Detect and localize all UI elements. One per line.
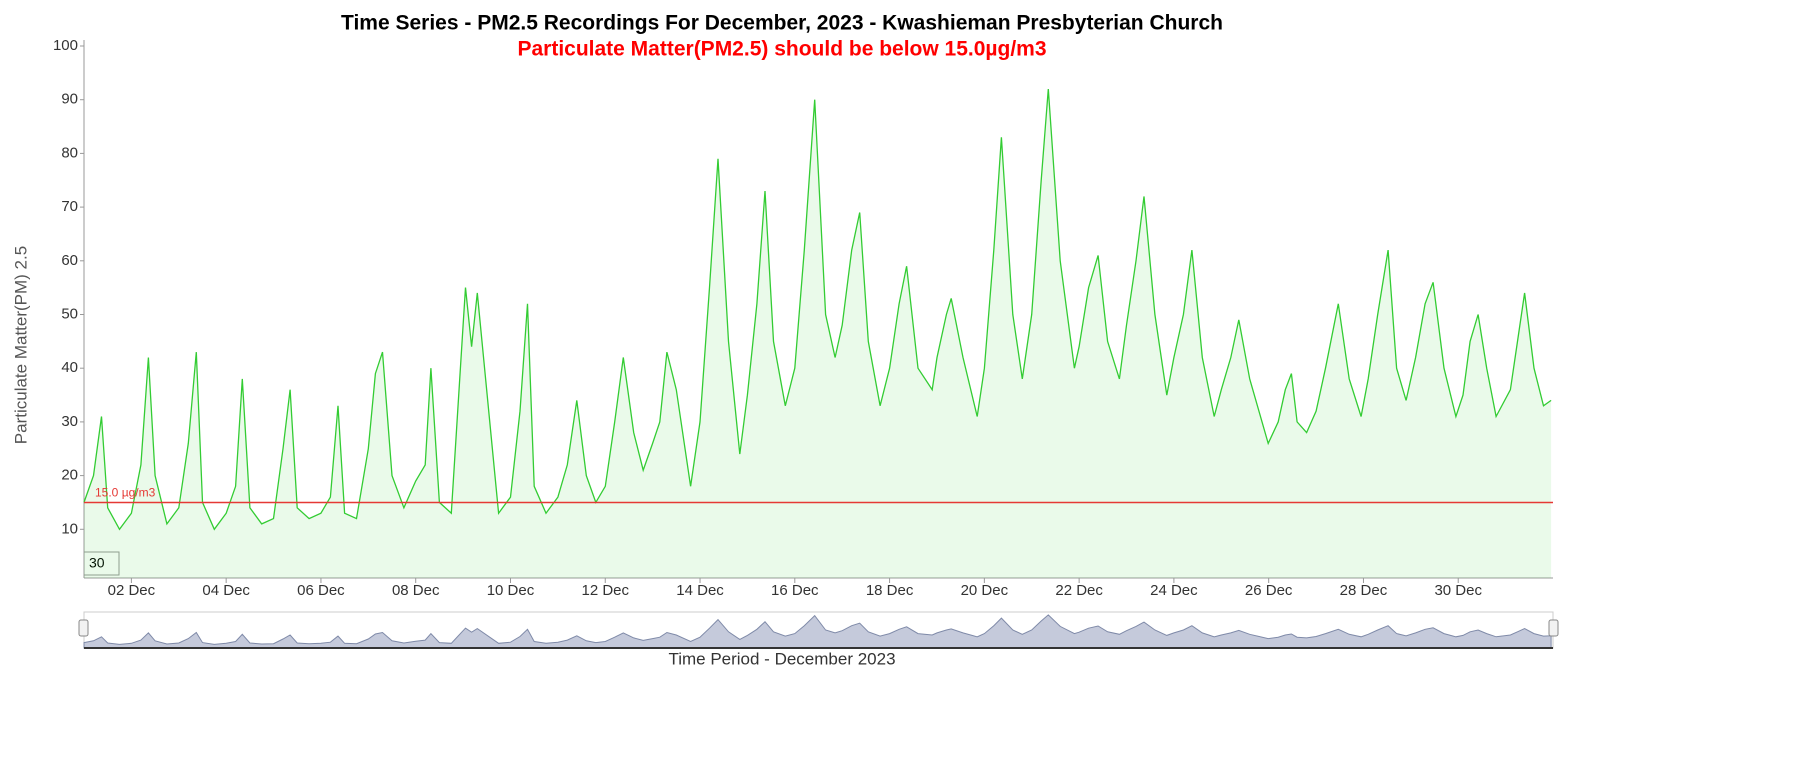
area: [84, 89, 1552, 578]
y-tick-label: 60: [61, 252, 78, 269]
x-tick-label: 22 Dec: [1055, 582, 1103, 599]
x-axis-title: Time Period - December 2023: [668, 649, 895, 668]
threshold-label: 15.0 µg/m3: [95, 486, 156, 500]
y-tick-label: 40: [61, 359, 78, 376]
y-tick-label: 20: [61, 467, 78, 484]
x-tick-label: 02 Dec: [108, 582, 156, 599]
x-tick-label: 30 Dec: [1434, 582, 1482, 599]
chart-subtitle: Particulate Matter(PM2.5) should be belo…: [517, 38, 1046, 61]
x-tick-label: 08 Dec: [392, 582, 440, 599]
x-tick-label: 24 Dec: [1150, 582, 1198, 599]
navigator-handle[interactable]: [78, 619, 89, 637]
x-tick-label: 18 Dec: [866, 582, 914, 599]
x-tick-label: 16 Dec: [771, 582, 819, 599]
y-tick-label: 80: [61, 144, 78, 161]
y-tick-label: 30: [61, 413, 78, 430]
x-tick-label: 28 Dec: [1340, 582, 1388, 599]
y-tick-label: 50: [61, 305, 78, 322]
x-tick-label: 10 Dec: [487, 582, 535, 599]
x-tick-label: 12 Dec: [581, 582, 629, 599]
x-tick-label: 04 Dec: [202, 582, 250, 599]
zoom-input[interactable]: [83, 551, 120, 576]
navigator-handle[interactable]: [1548, 619, 1559, 637]
x-tick-label: 20 Dec: [961, 582, 1009, 599]
x-tick-label: 14 Dec: [676, 582, 724, 599]
zoom-input-text[interactable]: 30: [89, 555, 105, 571]
y-axis-title: Particulate Matter(PM) 2.5: [11, 246, 30, 444]
y-tick-label: 10: [61, 520, 78, 537]
y-tick-label: 100: [53, 37, 78, 54]
chart-title: Time Series - PM2.5 Recordings For Decem…: [341, 12, 1223, 35]
x-tick-label: 06 Dec: [297, 582, 345, 599]
x-tick-label: 26 Dec: [1245, 582, 1293, 599]
line: [83, 88, 1552, 531]
y-tick-label: 70: [61, 198, 78, 215]
y-tick-label: 90: [61, 91, 78, 108]
navigator-area: [83, 614, 1552, 649]
